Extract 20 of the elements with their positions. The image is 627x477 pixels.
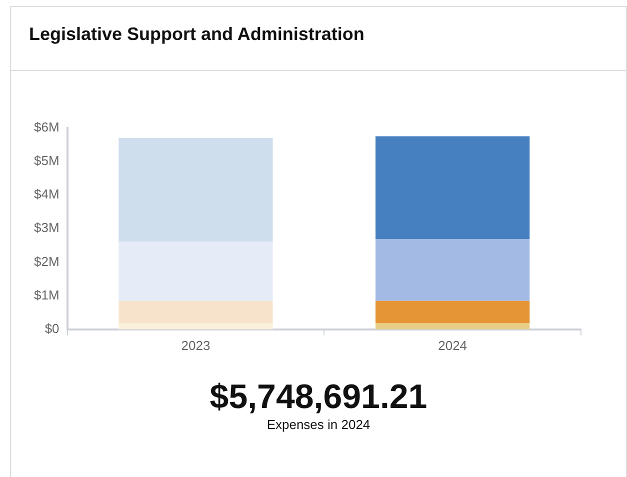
- y-tick-label: $1M: [34, 287, 60, 302]
- bar: [376, 136, 530, 240]
- bar: [118, 242, 273, 301]
- chart-title: Legislative Support and Administration: [11, 7, 626, 71]
- x-tick-label: 2023: [181, 338, 210, 353]
- y-tick-label: $2M: [34, 254, 60, 269]
- bar: [376, 239, 530, 301]
- bar: [376, 323, 530, 330]
- x-tick-label: 2024: [438, 338, 468, 353]
- y-tick-label: $0: [44, 320, 60, 336]
- bar: [118, 300, 273, 324]
- y-tick-label: $3M: [34, 220, 60, 236]
- bar: [118, 323, 273, 330]
- y-tick-label: $6M: [34, 119, 60, 134]
- bar: [376, 300, 530, 324]
- text: $5,748,691.21: [208, 377, 428, 417]
- bar: [118, 138, 273, 242]
- text: Expenses in 2024: [266, 417, 372, 432]
- y-tick-label: $5M: [34, 152, 60, 168]
- y-tick-label: $4M: [34, 186, 60, 202]
